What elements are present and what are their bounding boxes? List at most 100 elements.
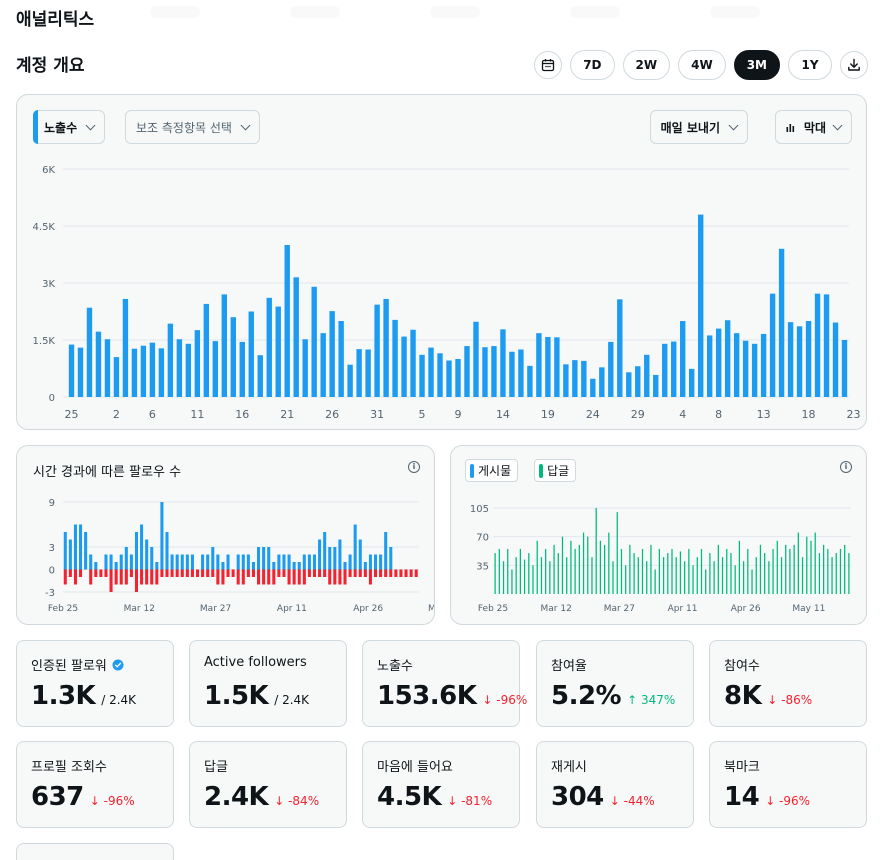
x-tick-label: Mar 12 bbox=[124, 604, 155, 614]
x-tick-label: 4 bbox=[679, 408, 686, 421]
unfollow-bar bbox=[175, 569, 179, 577]
follow-bar bbox=[190, 554, 194, 570]
range-7d-button[interactable]: 7D bbox=[570, 50, 615, 80]
x-tick-label: Feb 25 bbox=[478, 604, 508, 614]
metric-card[interactable]: 참여율 5.2% ↑ 347% bbox=[536, 640, 694, 727]
replies-bar bbox=[780, 557, 783, 594]
impressions-bar bbox=[778, 248, 785, 397]
unfollow-bar bbox=[353, 569, 357, 577]
legend-replies[interactable]: 답글 bbox=[534, 459, 577, 482]
unfollow-bar bbox=[195, 569, 200, 577]
follow-bar bbox=[129, 554, 133, 570]
metric-value: 8K bbox=[724, 681, 762, 711]
impressions-bar bbox=[293, 277, 299, 397]
metric-card[interactable]: 재게시 304 ↓ -44% bbox=[536, 741, 694, 828]
impressions-bar bbox=[275, 306, 281, 397]
unfollow-bar bbox=[119, 569, 123, 585]
replies-bar bbox=[717, 544, 719, 594]
replies-bar bbox=[595, 508, 597, 594]
x-tick-label: Apr 11 bbox=[277, 604, 307, 614]
replies-bar bbox=[755, 557, 757, 594]
impressions-bar bbox=[715, 328, 722, 397]
impressions-bar bbox=[751, 343, 758, 397]
impressions-bar bbox=[805, 321, 812, 397]
impressions-bar bbox=[167, 323, 174, 397]
y-tick-label: 0 bbox=[49, 393, 55, 404]
range-4w-button[interactable]: 4W bbox=[678, 50, 726, 80]
replies-bar bbox=[734, 565, 736, 594]
metric-card[interactable]: 노출수 153.6K ↓ -96% bbox=[362, 640, 527, 727]
section-title: 계정 개요 bbox=[16, 56, 85, 76]
follow-bar bbox=[389, 547, 393, 570]
download-icon[interactable] bbox=[840, 51, 868, 79]
follow-bar bbox=[114, 562, 118, 570]
range-1y-button[interactable]: 1Y bbox=[788, 50, 832, 80]
impressions-bar bbox=[311, 286, 317, 397]
replies-bar bbox=[671, 548, 673, 594]
x-tick-label: Apr 26 bbox=[731, 604, 761, 614]
primary-metric-label: 노출수 bbox=[44, 120, 78, 135]
metric-card[interactable]: 마음에 들어요 4.5K ↓ -81% bbox=[362, 741, 520, 828]
metric-card[interactable]: 인증된 팔로워 1.3K / 2.4K bbox=[16, 640, 174, 727]
info-icon[interactable]: i bbox=[408, 461, 420, 473]
unfollow-bar bbox=[226, 569, 230, 577]
metric-card[interactable]: 프로필 조회수 637 ↓ -96% bbox=[16, 741, 174, 828]
impressions-bar bbox=[329, 311, 335, 397]
follow-bar bbox=[63, 532, 67, 570]
metric-card[interactable]: 답글 2.4K ↓ -84% bbox=[189, 741, 347, 828]
follow-bar bbox=[221, 562, 225, 570]
follow-bar bbox=[140, 524, 144, 570]
follow-bar bbox=[318, 539, 322, 570]
impressions-bar bbox=[832, 322, 839, 397]
secondary-metric-dropdown[interactable]: 보조 측정항목 선택 bbox=[125, 110, 260, 144]
verified-badge-icon bbox=[112, 659, 124, 670]
x-tick-label: 13 bbox=[757, 408, 771, 421]
metric-card[interactable]: 참여수 8K ↓ -86% bbox=[709, 640, 867, 727]
legend-posts[interactable]: 게시물 bbox=[465, 459, 519, 482]
replies-bar bbox=[776, 540, 778, 594]
impressions-bar bbox=[482, 347, 488, 397]
metric-card[interactable]: Active followers 1.5K / 2.4K bbox=[189, 640, 347, 727]
replies-bar bbox=[557, 553, 559, 594]
impressions-bar bbox=[365, 349, 371, 397]
primary-metric-dropdown[interactable]: 노출수 bbox=[33, 110, 106, 144]
range-3m-button[interactable]: 3M bbox=[733, 50, 780, 80]
follow-bar bbox=[379, 554, 383, 570]
follow-bar bbox=[165, 532, 169, 570]
tab-strip-ghost bbox=[150, 0, 850, 24]
chart-type-dropdown[interactable]: 막대 bbox=[774, 110, 852, 144]
y-tick-label: 35 bbox=[476, 561, 489, 572]
unfollow-bar bbox=[216, 569, 220, 585]
metric-value-row: 14 ↓ -96% bbox=[724, 782, 810, 812]
legend-swatch-posts bbox=[470, 463, 474, 478]
follow-bar bbox=[282, 554, 286, 570]
metric-label: 참여수 bbox=[724, 655, 760, 674]
unfollow-bar bbox=[94, 569, 98, 577]
impressions-bar bbox=[599, 367, 605, 397]
follow-bar bbox=[292, 562, 296, 570]
replies-bar bbox=[793, 544, 795, 594]
info-icon[interactable]: i bbox=[840, 461, 852, 473]
replies-bar bbox=[768, 561, 770, 594]
replies-bar bbox=[608, 532, 610, 594]
metric-label: 프로필 조회수 bbox=[31, 756, 107, 775]
unfollow-bar bbox=[307, 569, 311, 577]
impressions-bar bbox=[697, 214, 704, 397]
metric-value: 304 bbox=[551, 782, 604, 812]
calendar-icon[interactable] bbox=[534, 51, 563, 79]
export-dropdown[interactable]: 매일 보내기 bbox=[649, 110, 748, 144]
replies-bar bbox=[654, 569, 656, 594]
metric-label: 참여율 bbox=[551, 655, 587, 674]
range-2w-button[interactable]: 2W bbox=[622, 50, 671, 80]
follow-bar bbox=[84, 532, 88, 570]
metric-card[interactable]: 북마크 14 ↓ -96% bbox=[709, 741, 867, 828]
impressions-bar bbox=[706, 335, 713, 397]
x-tick-label: 8 bbox=[715, 408, 722, 421]
follow-bar bbox=[134, 532, 139, 570]
impressions-bar bbox=[841, 340, 848, 397]
unfollow-bar bbox=[231, 569, 235, 577]
metric-value-row: 153.6K ↓ -96% bbox=[377, 681, 527, 711]
replies-bar bbox=[738, 540, 741, 594]
replies-bar bbox=[831, 557, 833, 594]
impressions-bar bbox=[302, 339, 308, 397]
